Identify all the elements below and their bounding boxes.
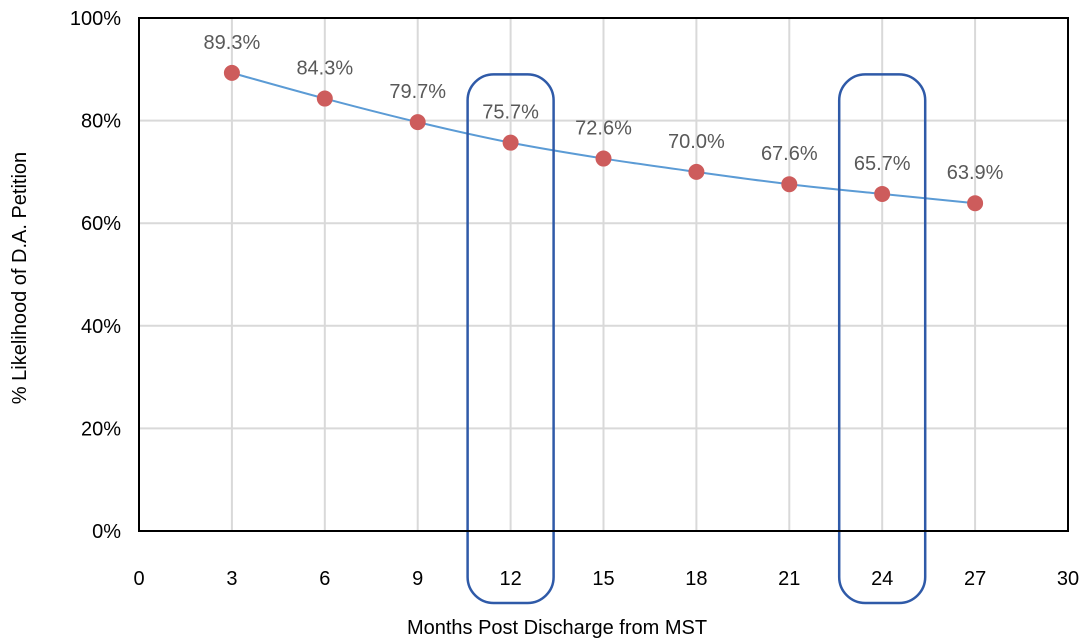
data-point xyxy=(967,195,984,212)
data-label: 72.6% xyxy=(575,118,632,140)
x-tick-label: 18 xyxy=(685,568,707,590)
y-tick-label: 60% xyxy=(81,213,121,235)
tick-labels: 0 3 6 9 12 15 18 21 24 27 30 0% 20% 40% 60% 80% 100% xyxy=(70,8,1079,590)
y-axis-title: % Likelihood of D.A. Petition xyxy=(9,152,31,404)
x-tick-label: 24 xyxy=(871,568,893,590)
data-point xyxy=(223,64,240,81)
x-tick-label: 27 xyxy=(964,568,986,590)
data-point xyxy=(316,90,333,107)
x-tick-label: 15 xyxy=(592,568,614,590)
x-tick-label: 9 xyxy=(412,568,423,590)
data-point xyxy=(781,176,798,193)
y-tick-label: 40% xyxy=(81,316,121,338)
x-tick-label: 3 xyxy=(226,568,237,590)
x-tick-label: 30 xyxy=(1057,568,1079,590)
y-tick-label: 100% xyxy=(70,8,121,30)
plot-area-border xyxy=(138,17,1069,532)
highlight-box-month-24 xyxy=(837,73,927,605)
axes xyxy=(138,17,1069,532)
data-point xyxy=(874,185,891,202)
y-tick-label: 80% xyxy=(81,111,121,133)
data-point xyxy=(688,163,705,180)
x-axis-title: Months Post Discharge from MST xyxy=(407,617,707,639)
data-label: 65.7% xyxy=(854,153,911,175)
data-label: 63.9% xyxy=(947,162,1004,184)
data-label: 67.6% xyxy=(761,143,818,165)
x-tick-label: 21 xyxy=(778,568,800,590)
x-tick-label: 0 xyxy=(133,568,144,590)
x-tick-label: 6 xyxy=(319,568,330,590)
gridlines xyxy=(139,17,1069,531)
data-label: 79.7% xyxy=(389,81,446,103)
data-point xyxy=(595,150,612,167)
data-point xyxy=(409,114,426,131)
y-tick-label: 20% xyxy=(81,418,121,440)
data-points xyxy=(223,64,984,212)
highlight-box-month-12 xyxy=(466,73,555,605)
x-tick-label: 12 xyxy=(499,568,521,590)
data-label: 84.3% xyxy=(296,58,353,80)
y-tick-label: 0% xyxy=(92,521,121,543)
data-labels: 89.3% 84.3% 79.7% 75.7% 72.6% 70.0% 67.6% 65.7%… xyxy=(204,32,1004,184)
data-label: 75.7% xyxy=(482,102,539,124)
data-label: 70.0% xyxy=(668,131,725,153)
data-point xyxy=(502,134,519,151)
data-label: 89.3% xyxy=(204,32,261,54)
highlight-boxes xyxy=(466,73,927,605)
